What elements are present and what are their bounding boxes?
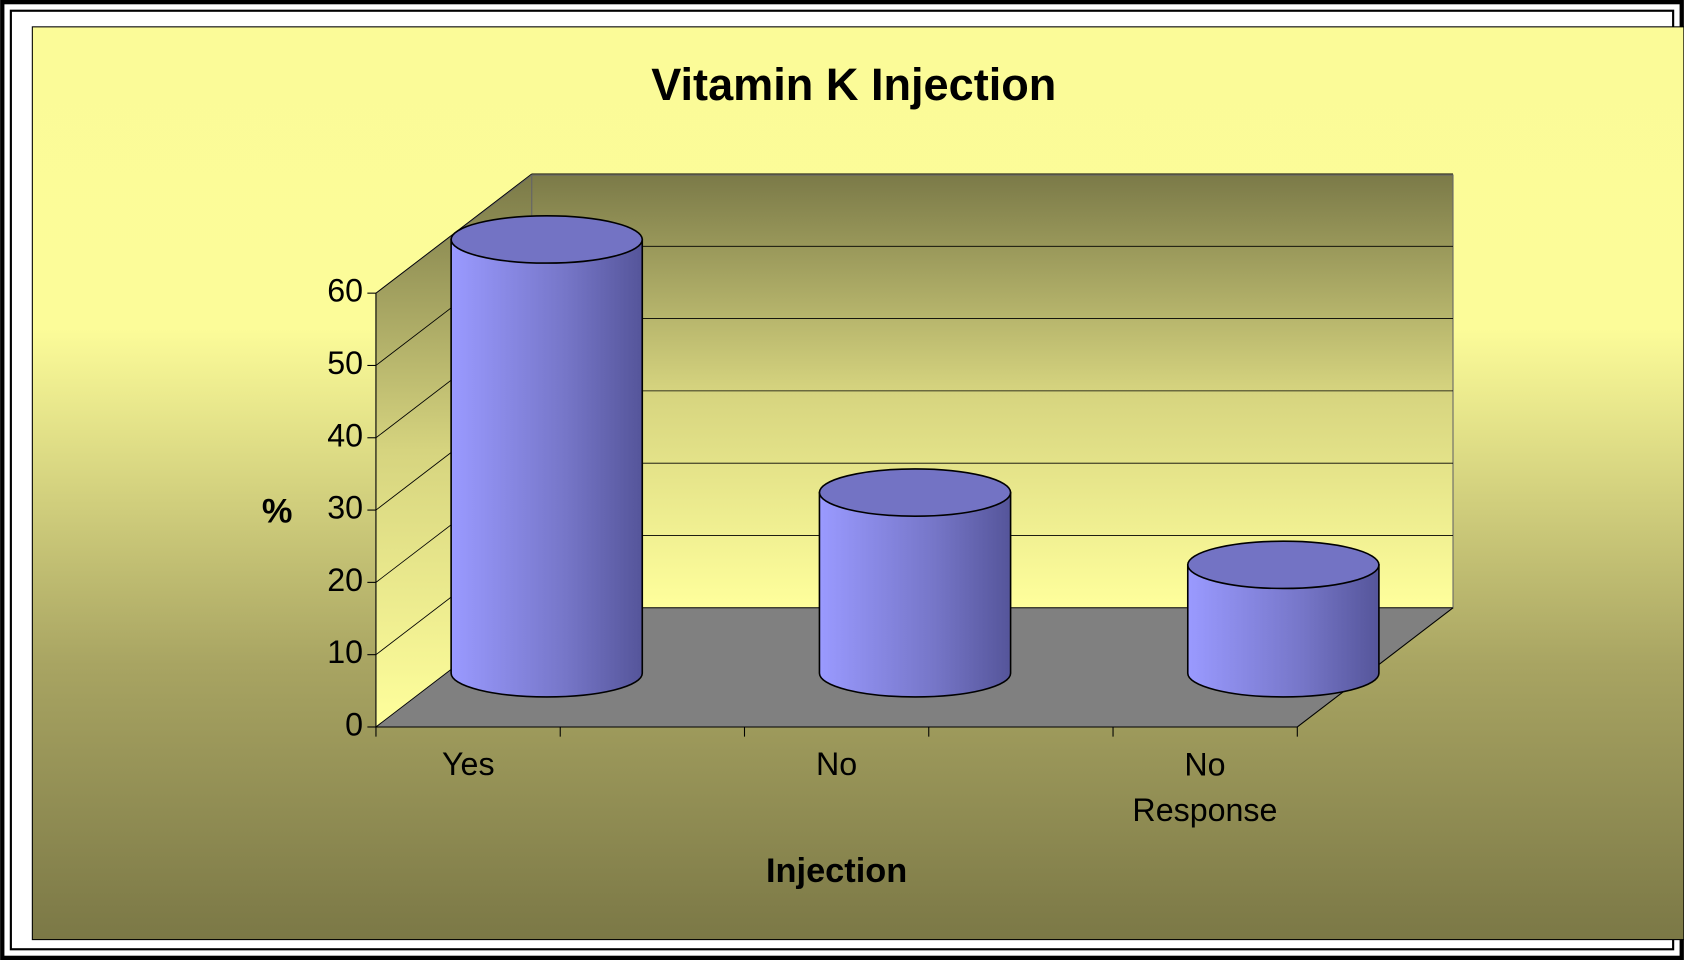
cylinder-top xyxy=(1186,540,1380,590)
x-axis-label: Injection xyxy=(766,852,907,890)
plot xyxy=(450,215,1380,698)
y-tick-label: 50 xyxy=(327,345,363,381)
y-tick-label: 0 xyxy=(345,706,363,742)
cylinder xyxy=(1186,540,1380,698)
y-tick-label: 20 xyxy=(327,562,363,598)
cylinder-body xyxy=(818,491,1012,698)
cylinder-top xyxy=(450,215,644,264)
x-tick-label: No Response xyxy=(1132,746,1277,827)
y-tick-label: 60 xyxy=(327,273,363,309)
y-tick-label: 30 xyxy=(327,490,363,526)
cylinder xyxy=(450,215,644,698)
cylinder-top xyxy=(818,468,1012,517)
cylinder-body xyxy=(1186,564,1380,698)
y-tick-label: 10 xyxy=(327,634,363,670)
x-tick-label: Yes xyxy=(442,746,495,782)
y-axis-label: % xyxy=(262,492,293,530)
cylinder xyxy=(818,468,1012,698)
cylinder-body xyxy=(450,238,644,698)
y-tick-label: 40 xyxy=(327,417,363,453)
x-tick-label: No xyxy=(816,746,857,782)
chart-title: Vitamin K Injection xyxy=(651,59,1056,110)
